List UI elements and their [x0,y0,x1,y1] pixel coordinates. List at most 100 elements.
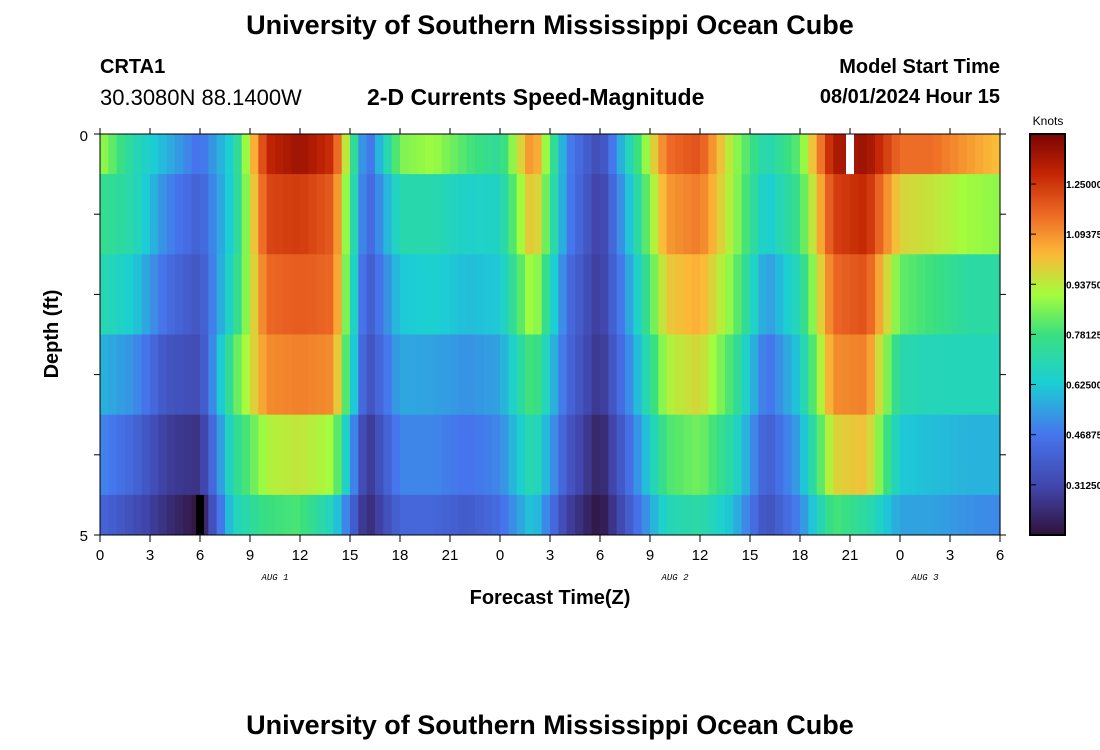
heat-cell [775,174,784,255]
heat-cell [725,414,734,496]
heat-cell [258,174,268,255]
heat-cell [600,414,609,496]
heat-cell [733,174,743,255]
heat-cell [308,494,318,536]
heat-cell [166,414,176,496]
heat-cell [400,254,409,335]
heat-cell [291,254,301,335]
heat-cell [416,174,426,255]
heat-cell [108,254,118,335]
heat-cell [425,134,434,175]
heat-cell [275,174,284,255]
heat-cell [741,254,751,335]
x-tick-label: 6 [996,547,1004,564]
heat-cell [125,414,134,496]
heat-cell [141,174,151,255]
heat-cell [225,254,234,335]
heat-cell [858,414,868,496]
heat-cell [350,414,359,496]
colorbar-ticks: 1.25000 1.09375 0.93750 0.78125 0.62500 0.468… [1030,180,1100,492]
heat-cell [725,254,734,335]
heat-cell [783,494,793,536]
heat-cell [908,494,918,536]
heat-cell [791,134,801,175]
heat-cell [633,254,643,335]
heat-cell [308,254,318,335]
heat-cell [358,254,368,335]
heat-cell [525,494,534,536]
heat-cell [391,414,401,496]
heat-cell [958,334,968,416]
heat-cell [975,134,984,175]
heat-cell [841,254,851,335]
heat-cell [908,334,918,416]
heat-cell [500,494,509,536]
y-axis-label: Depth (ft) [41,290,63,379]
heat-cell [400,334,409,416]
station-id: CRTA1 [100,56,166,78]
heat-cell [991,134,1001,175]
heat-cell [325,134,334,175]
heat-cell [466,414,476,496]
heat-cell [958,494,968,536]
heat-cell [800,334,809,416]
heat-cell [491,174,501,255]
heat-cell [225,334,234,416]
heat-cell [408,134,418,175]
heat-cell [525,414,534,496]
colorbar-title: Knots [1033,114,1064,128]
heat-cell [300,334,309,416]
heat-cell [433,494,443,536]
heat-cell [700,334,709,416]
heat-cell [200,174,209,255]
heat-cell [208,414,218,496]
heat-cell [508,254,518,335]
heat-cell [483,254,493,335]
heat-cell [250,254,259,335]
heat-cell [941,414,951,496]
heat-cell [225,174,234,255]
heat-cell [625,174,634,255]
y-tick-label: 5 [80,528,88,545]
heat-cell [208,254,218,335]
heat-cell [541,134,551,175]
heat-cell [808,254,818,335]
heat-cell [366,254,376,335]
heat-cell [408,334,418,416]
heat-cell [808,494,818,536]
heat-cell [550,134,559,175]
heat-cell [375,134,384,175]
heat-cell [150,334,159,416]
heat-cell [816,134,826,175]
heat-cell [358,174,368,255]
heat-cell [233,494,243,536]
heat-cell [700,494,709,536]
heat-cell [625,254,634,335]
heat-cell [550,254,559,335]
heat-cell [900,494,909,536]
heat-cell [791,174,801,255]
heat-cell [358,414,368,496]
chart-subtitle: 2-D Currents Speed-Magnitude [367,84,705,110]
date-label: AUG 3 [910,573,939,583]
heat-cell [283,334,293,416]
heat-cell [475,494,484,536]
heat-cell [825,134,834,175]
heat-cell [583,134,593,175]
heat-cell [733,414,743,496]
heat-cell [783,174,793,255]
x-tick-labels: 0 3 6 9 12 15 18 21 0 3 6 9 12 15 18 21 0 3 6 [96,547,1004,564]
heat-cell [225,494,234,536]
heat-cell [891,334,901,416]
heat-cell [241,414,251,496]
heat-cell [333,494,343,536]
heat-cell [975,414,984,496]
heat-cell [491,414,501,496]
heat-cell [691,174,701,255]
heat-cell [133,174,143,255]
heat-cell [125,494,134,536]
x-tick-label: 12 [292,547,309,564]
heat-cell [650,414,659,496]
heat-cell [191,334,201,416]
heat-cell [725,494,734,536]
